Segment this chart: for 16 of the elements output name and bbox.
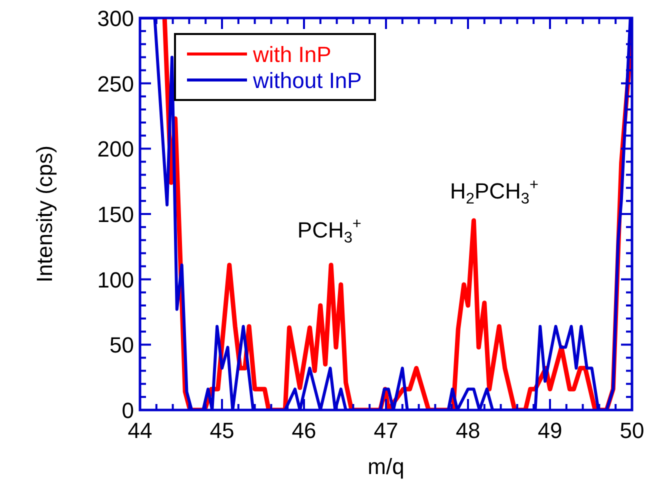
x-axis-title: m/q [368, 454, 404, 479]
legend-label: without InP [252, 68, 362, 93]
y-axis-title: Intensity (cps) [32, 146, 57, 282]
x-tick-label: 49 [538, 418, 562, 443]
y-tick-label: 50 [110, 332, 134, 358]
y-tick-label: 200 [97, 136, 134, 162]
y-tick-label: 100 [97, 267, 134, 292]
x-tick-label: 46 [292, 418, 316, 443]
y-tick-label: 150 [97, 202, 134, 227]
legend-label: with InP [252, 42, 332, 67]
x-tick-label: 45 [210, 418, 234, 443]
x-tick-label: 47 [374, 418, 398, 443]
y-tick-label: 300 [97, 6, 134, 31]
x-tick-label: 50 [620, 418, 644, 443]
x-tick-label: 48 [456, 418, 480, 443]
y-tick-label: 250 [97, 71, 134, 96]
